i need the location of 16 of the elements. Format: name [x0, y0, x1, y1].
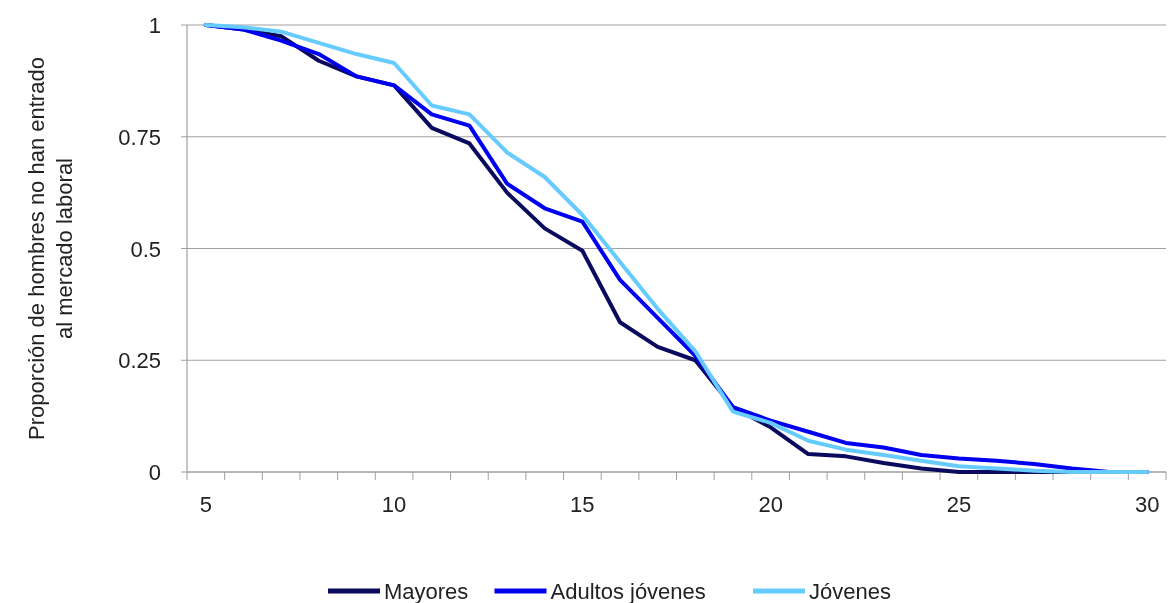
- x-tick-label: 25: [946, 492, 972, 517]
- y-axis-title: Proporción de hombres no han entrado al mercado laboral: [24, 57, 77, 440]
- x-tick-label: 30: [1134, 492, 1160, 517]
- y-tick-label: 1: [148, 13, 161, 38]
- x-tick-label: 5: [199, 492, 212, 517]
- legend-label: Jóvenes: [809, 579, 891, 603]
- y-tick-label: 0.5: [130, 236, 161, 262]
- line-series: [203, 23, 1150, 474]
- legend-label: Mayores: [384, 579, 469, 603]
- x-tick-label: 15: [570, 492, 595, 517]
- y-tick-label: 0.75: [118, 124, 161, 150]
- y-tick-label: 0: [148, 460, 161, 485]
- legend-label: Adultos jóvenes: [550, 579, 706, 603]
- y-tick-label: 0.25: [118, 348, 161, 374]
- x-tick-label: 10: [381, 492, 407, 517]
- x-tick-label: 20: [758, 492, 783, 517]
